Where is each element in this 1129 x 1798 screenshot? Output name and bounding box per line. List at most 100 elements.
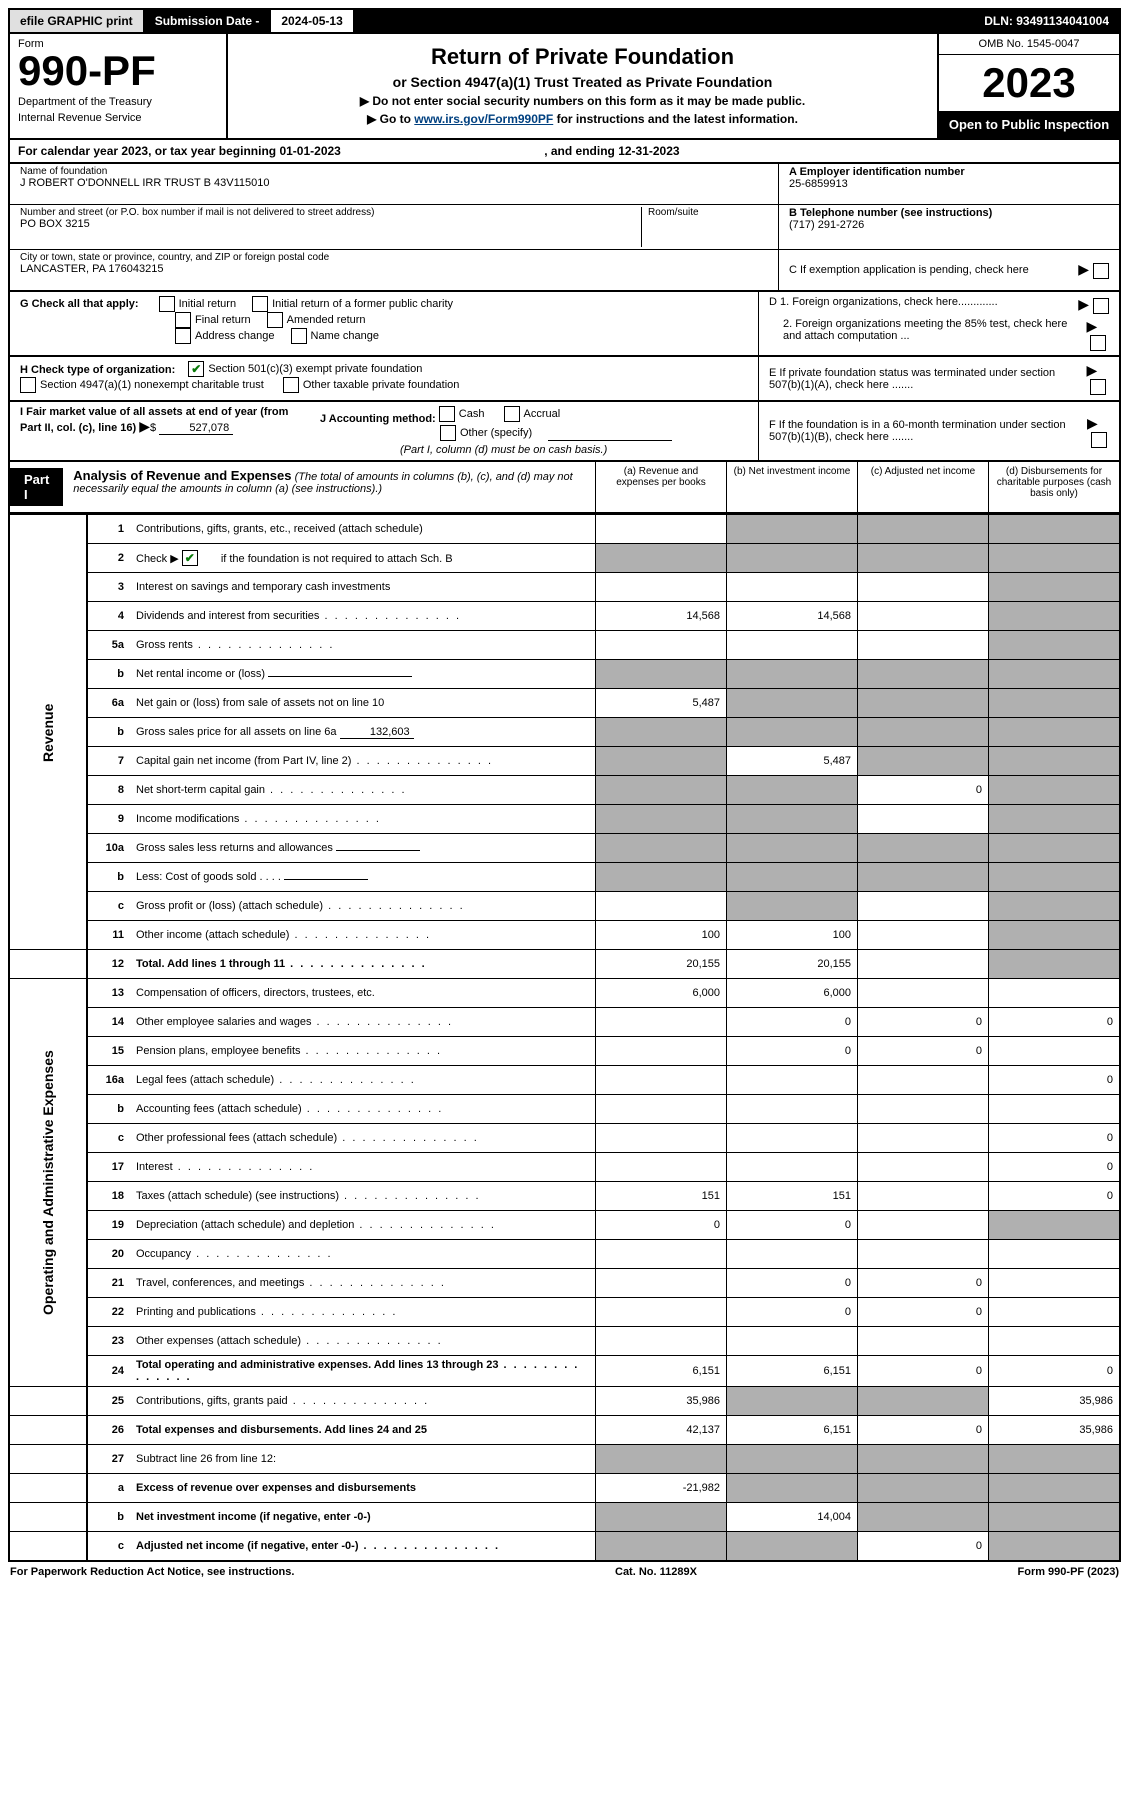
note2-pre: ▶ Go to [367, 112, 414, 126]
address: PO BOX 3215 [20, 218, 635, 230]
row-27c: cAdjusted net income (if negative, enter… [9, 1532, 1120, 1562]
g-final-return[interactable]: Final return [175, 312, 251, 328]
cal-pre: For calendar year 2023, or tax year begi… [18, 144, 279, 158]
row-10c: cGross profit or (loss) (attach schedule… [9, 892, 1120, 921]
side-revenue: Revenue [9, 515, 87, 950]
form-number: 990-PF [18, 50, 218, 92]
efile-print-button[interactable]: efile GRAPHIC print [10, 10, 145, 32]
f-checkbox[interactable] [1091, 432, 1107, 448]
part1-label: Part I [10, 468, 63, 506]
form-subtitle: or Section 4947(a)(1) Trust Treated as P… [248, 74, 917, 90]
topbar-spacer [355, 17, 974, 25]
c-checkbox[interactable] [1093, 263, 1109, 279]
f-right: F If the foundation is in a 60-month ter… [759, 402, 1119, 460]
row-9: 9Income modifications [9, 805, 1120, 834]
g-label: G Check all that apply: [20, 298, 139, 310]
form-note-link: ▶ Go to www.irs.gov/Form990PF for instru… [248, 112, 917, 126]
row-2: 2Check ▶ ✔ if the foundation is not requ… [9, 544, 1120, 573]
phone-value: (717) 291-2726 [789, 219, 1109, 231]
foundation-name-row: Name of foundation J ROBERT O'DONNELL IR… [10, 164, 778, 205]
section-i: I Fair market value of all assets at end… [8, 402, 1121, 462]
row-16c: cOther professional fees (attach schedul… [9, 1124, 1120, 1153]
room-label: Room/suite [648, 207, 768, 218]
row-1: Revenue 1Contributions, gifts, grants, e… [9, 515, 1120, 544]
row-10a: 10aGross sales less returns and allowanc… [9, 834, 1120, 863]
j-other[interactable]: Other (specify) [440, 425, 532, 441]
j-note: (Part I, column (d) must be on cash basi… [400, 444, 748, 456]
g-initial-former[interactable]: Initial return of a former public charit… [252, 296, 453, 312]
i-left: I Fair market value of all assets at end… [10, 402, 759, 460]
row-13: Operating and Administrative Expenses 13… [9, 979, 1120, 1008]
main-table: Revenue 1Contributions, gifts, grants, e… [8, 514, 1121, 1562]
row-4: 4Dividends and interest from securities1… [9, 602, 1120, 631]
c-arrow-icon: ▶ [1078, 261, 1089, 277]
g-left: G Check all that apply: Initial return I… [10, 292, 759, 355]
form-header: Form 990-PF Department of the Treasury I… [8, 34, 1121, 140]
row-8: 8Net short-term capital gain0 [9, 776, 1120, 805]
g-name-change[interactable]: Name change [291, 328, 380, 344]
row-6b: bGross sales price for all assets on lin… [9, 718, 1120, 747]
h-label: H Check type of organization: [20, 364, 175, 376]
form-header-right: OMB No. 1545-0047 2023 Open to Public In… [937, 34, 1119, 138]
omb-number: OMB No. 1545-0047 [939, 34, 1119, 55]
g-amended-return[interactable]: Amended return [267, 312, 366, 328]
footer-row: For Paperwork Reduction Act Notice, see … [8, 1562, 1121, 1582]
row-23: 23Other expenses (attach schedule) [9, 1327, 1120, 1356]
row-24: 24Total operating and administrative exp… [9, 1356, 1120, 1387]
row-11: 11Other income (attach schedule)100100 [9, 921, 1120, 950]
d2-checkbox[interactable] [1090, 335, 1106, 351]
h-other-taxable[interactable]: Other taxable private foundation [283, 377, 460, 393]
city-label: City or town, state or province, country… [20, 252, 768, 263]
row-5b: bNet rental income or (loss) [9, 660, 1120, 689]
d1-checkbox[interactable] [1093, 298, 1109, 314]
row-5a: 5aGross rents [9, 631, 1120, 660]
col-a-header: (a) Revenue and expenses per books [595, 462, 726, 512]
col-c-header: (c) Adjusted net income [857, 462, 988, 512]
h-4947a1[interactable]: Section 4947(a)(1) nonexempt charitable … [20, 377, 264, 393]
d1-label: D 1. Foreign organizations, check here..… [769, 296, 998, 314]
ein-label: A Employer identification number [789, 166, 1109, 178]
cal-end: 12-31-2023 [618, 144, 679, 158]
row-25: 25Contributions, gifts, grants paid35,98… [9, 1387, 1120, 1416]
phone-label: B Telephone number (see instructions) [789, 207, 1109, 219]
irs-link[interactable]: www.irs.gov/Form990PF [414, 112, 553, 126]
row-27: 27Subtract line 26 from line 12: [9, 1445, 1120, 1474]
ein-value: 25-6859913 [789, 178, 1109, 190]
footer-right: Form 990-PF (2023) [1018, 1566, 1119, 1578]
g-initial-return[interactable]: Initial return [159, 296, 236, 312]
cal-begin: 01-01-2023 [279, 144, 340, 158]
row-18: 18Taxes (attach schedule) (see instructi… [9, 1182, 1120, 1211]
row-26: 26Total expenses and disbursements. Add … [9, 1416, 1120, 1445]
note2-post: for instructions and the latest informat… [557, 112, 798, 126]
calendar-year-row: For calendar year 2023, or tax year begi… [8, 140, 1121, 164]
row-22: 22Printing and publications00 [9, 1298, 1120, 1327]
section-h: H Check type of organization: ✔Section 5… [8, 357, 1121, 402]
row-19: 19Depreciation (attach schedule) and dep… [9, 1211, 1120, 1240]
foundation-name: J ROBERT O'DONNELL IRR TRUST B 43V115010 [20, 177, 768, 189]
address-row: Number and street (or P.O. box number if… [10, 205, 778, 250]
g-address-change[interactable]: Address change [175, 328, 275, 344]
row-14: 14Other employee salaries and wages000 [9, 1008, 1120, 1037]
footer-mid: Cat. No. 11289X [615, 1566, 697, 1578]
h-501c3[interactable]: ✔Section 501(c)(3) exempt private founda… [188, 361, 422, 377]
submission-date: 2024-05-13 [271, 10, 354, 32]
row-17: 17Interest0 [9, 1153, 1120, 1182]
dept-treasury: Department of the Treasury [18, 96, 218, 108]
d-right: D 1. Foreign organizations, check here..… [759, 292, 1119, 355]
section-g: G Check all that apply: Initial return I… [8, 292, 1121, 357]
c-label: C If exemption application is pending, c… [789, 264, 1029, 276]
j-label: J Accounting method: [320, 413, 436, 425]
schb-checkbox[interactable]: ✔ [182, 550, 198, 566]
j-accrual[interactable]: Accrual [504, 406, 561, 422]
top-bar: efile GRAPHIC print Submission Date - 20… [8, 8, 1121, 34]
i-label: I Fair market value of all assets at end… [20, 406, 288, 434]
row-16a: 16aLegal fees (attach schedule)0 [9, 1066, 1120, 1095]
j-cash[interactable]: Cash [439, 406, 485, 422]
side-expenses: Operating and Administrative Expenses [9, 979, 87, 1387]
submission-label: Submission Date - [145, 10, 272, 32]
part1-title: Analysis of Revenue and Expenses [73, 468, 291, 483]
form-header-center: Return of Private Foundation or Section … [228, 34, 937, 138]
e-checkbox[interactable] [1090, 379, 1106, 395]
col-b-header: (b) Net investment income [726, 462, 857, 512]
info-right: A Employer identification number 25-6859… [779, 164, 1119, 290]
